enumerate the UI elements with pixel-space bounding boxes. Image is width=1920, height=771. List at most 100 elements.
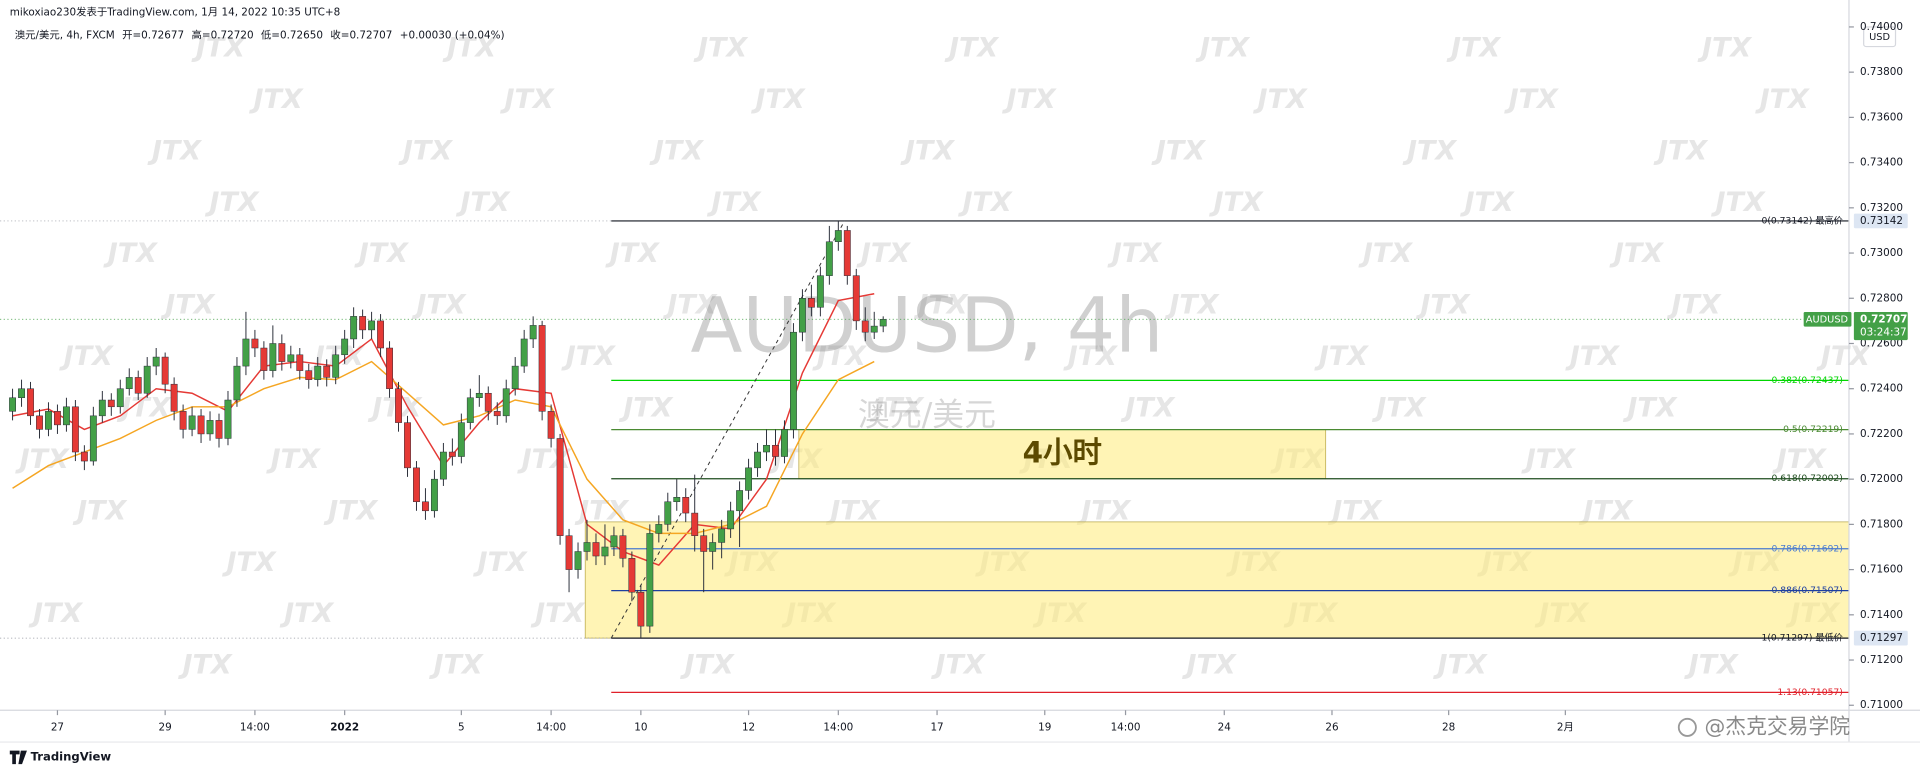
candle-body <box>242 338 250 367</box>
brand-watermark: JTX <box>1195 33 1250 64</box>
x-tick-label: 14:00 <box>1111 721 1141 733</box>
candle-body <box>538 325 546 412</box>
y-tick-label: 0.71000 <box>1860 699 1903 711</box>
candle-body <box>547 411 555 439</box>
credit-icon <box>1677 717 1697 737</box>
y-tick-label: 0.72200 <box>1860 428 1903 440</box>
x-tick-label: 14:00 <box>823 721 853 733</box>
fib-label: 1(0.71297) 最低价 <box>1761 632 1842 644</box>
brand-watermark: JTX <box>1697 33 1752 64</box>
candle-body <box>395 388 402 423</box>
fib-label: 0(0.73142) 最高价 <box>1761 214 1842 226</box>
brand-watermark: JTX <box>693 33 748 64</box>
brand-watermark: JTX <box>1684 650 1739 681</box>
brand-watermark: JTX <box>869 393 924 424</box>
candle-body <box>790 331 797 430</box>
candle-body <box>107 399 115 408</box>
candle-body <box>89 415 97 462</box>
candle-body <box>475 392 483 398</box>
candle-body <box>825 241 833 276</box>
brand-watermark: JTX <box>517 444 572 475</box>
candle-body <box>179 411 187 430</box>
fib-trend-line <box>610 220 846 639</box>
candle-body <box>879 319 887 327</box>
brand-watermark: JTX <box>1816 341 1871 372</box>
symbol-watermark: AUDUSD, 4h <box>691 282 1164 370</box>
candle-body <box>511 365 519 389</box>
brand-watermark: JTX <box>856 238 911 269</box>
currency: USD <box>1869 32 1890 43</box>
candle-body <box>296 354 304 371</box>
candle-body <box>9 397 16 412</box>
brand-watermark: JTX <box>1371 393 1426 424</box>
brand-watermark: JTX <box>1711 187 1766 218</box>
brand-watermark: JTX <box>428 650 483 681</box>
candle-body <box>143 365 151 394</box>
ohlc-value: +0.00030 (+0.04%) <box>400 30 505 42</box>
candle-body <box>62 406 70 426</box>
candle-body <box>834 230 842 242</box>
publish-info: mikoxiao230发表于TradingView.com, 1月 14, 20… <box>10 5 340 18</box>
y-tick-label: 0.71600 <box>1860 564 1903 576</box>
credit: @杰克交易学院 <box>1704 714 1850 738</box>
brand-watermark: JTX <box>1002 84 1057 115</box>
candle-body <box>269 343 277 371</box>
brand-watermark: JTX <box>1433 650 1488 681</box>
brand-watermark: JTX <box>605 238 660 269</box>
price-tag-label: 0.71297 <box>1860 632 1903 644</box>
x-tick-label: 29 <box>159 721 172 733</box>
brand-watermark: JTX <box>751 84 806 115</box>
brand-watermark: JTX <box>931 650 986 681</box>
candle-body <box>377 320 384 349</box>
y-tick-label: 0.73800 <box>1860 66 1903 78</box>
candle-body <box>807 298 815 308</box>
brand-watermark: JTX <box>1253 84 1308 115</box>
symbol-info: 澳元/美元, 4h, FXCM <box>15 29 115 42</box>
brand-watermark: JTX <box>266 444 321 475</box>
candle-body <box>457 422 465 457</box>
fib-label: 0.886(0.71507) <box>1772 585 1843 596</box>
brand-watermark: JTX <box>812 341 867 372</box>
fib-label: 0.786(0.71692) <box>1772 543 1843 554</box>
brand-watermark: JTX <box>1151 135 1206 166</box>
brand-watermark: JTX <box>618 393 673 424</box>
brand-watermark: JTX <box>354 238 409 269</box>
candle-body <box>215 420 223 439</box>
brand-watermark: JTX <box>1622 393 1677 424</box>
candle-body <box>170 383 178 412</box>
brand-watermark: JTX <box>103 238 158 269</box>
zone <box>584 521 1850 639</box>
candle-body <box>601 546 609 557</box>
brand-watermark: JTX <box>1755 84 1810 115</box>
brand-watermark: JTX <box>1063 341 1118 372</box>
ohlc-value: 收=0.72707 <box>330 29 392 42</box>
brand-watermark: JTX <box>1314 341 1369 372</box>
y-tick-label: 0.74000 <box>1860 21 1903 33</box>
candle-body <box>565 535 573 570</box>
candle-body <box>45 411 52 430</box>
brand-watermark: JTX <box>1164 290 1219 321</box>
brand-watermark: JTX <box>191 33 246 64</box>
price-tag <box>1853 213 1908 229</box>
brand-watermark: JTX <box>1076 495 1131 526</box>
last-price-label: 0.72707 <box>1860 313 1907 325</box>
brand-watermark: JTX <box>1446 33 1501 64</box>
brand-watermark: JTX <box>323 495 378 526</box>
brand-watermark: JTX <box>561 341 616 372</box>
brand-watermark: JTX <box>1182 650 1237 681</box>
fib-label: 0.5(0.72219) <box>1783 424 1843 435</box>
candle-body <box>116 388 124 408</box>
brand-watermark: JTX <box>204 187 259 218</box>
x-tick-label: 2月 <box>1557 721 1574 733</box>
brand-watermark: JTX <box>473 547 528 578</box>
candle-body <box>314 365 322 380</box>
candle-body <box>368 320 376 331</box>
candle-body <box>18 388 25 398</box>
candle-body <box>781 429 788 457</box>
brand-watermark: JTX <box>411 290 466 321</box>
x-tick-label: 5 <box>458 721 465 733</box>
candle-body <box>870 325 878 333</box>
brand-watermark: JTX <box>248 84 303 115</box>
candle-body <box>520 338 528 367</box>
